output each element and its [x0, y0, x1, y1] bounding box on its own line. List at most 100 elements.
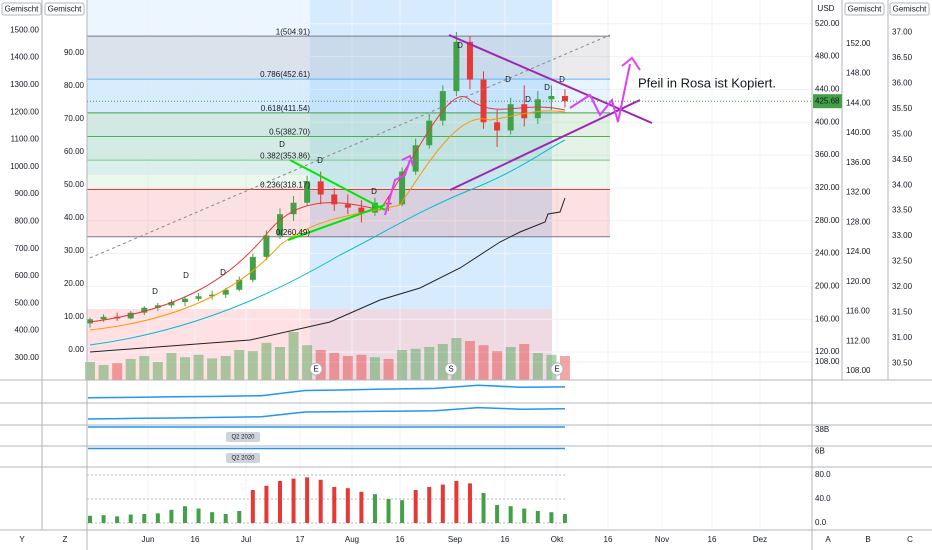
fib-zone — [87, 136, 610, 161]
y-tick-label: 280.00 — [815, 216, 840, 225]
indicator-bar — [196, 508, 201, 523]
volume-bar — [559, 356, 570, 380]
y-tick-label: 70.00 — [64, 114, 85, 123]
trend-purple — [448, 34, 653, 124]
candle-body — [507, 104, 514, 131]
indicator-bar — [413, 489, 418, 523]
volume-bar — [519, 344, 530, 380]
scale-tag: Gemischt — [893, 5, 928, 14]
candle-body — [466, 41, 473, 80]
y-tick-label: 34.00 — [892, 180, 913, 189]
y-tick-label: 60.00 — [64, 147, 85, 156]
y-tick-label: 360.00 — [815, 150, 840, 159]
y-tick-label: 80.0 — [815, 470, 831, 479]
y-tick-label: 20.00 — [64, 279, 85, 288]
indicator-bar — [250, 489, 255, 523]
fib-label: 0(260.49) — [276, 228, 311, 237]
indicator-bar — [522, 508, 527, 523]
candle-body — [453, 41, 460, 92]
volume-bar — [207, 358, 218, 380]
event-marker — [444, 362, 458, 376]
y-tick-label: 36.50 — [892, 53, 913, 62]
candle-body — [304, 181, 311, 203]
y-tick-label: 500.00 — [15, 298, 40, 307]
indicator-bar — [182, 506, 187, 523]
fib-label: 0.382(353.86) — [260, 151, 310, 160]
indicator-bar — [237, 510, 242, 523]
indicator-bar — [467, 483, 472, 523]
x-tick-label: Sep — [448, 535, 463, 544]
volume-bar — [288, 332, 299, 380]
indicator-bar — [332, 486, 337, 523]
fib-zone — [87, 36, 610, 80]
x-tick-label: Jun — [142, 535, 155, 544]
indicator-bar — [508, 506, 513, 523]
candle-body — [236, 279, 243, 290]
step-line — [89, 197, 566, 353]
y-tick-label: 10.00 — [64, 312, 85, 321]
y-tick-label: 140.00 — [846, 128, 871, 137]
candle-body — [263, 235, 270, 257]
y-tick-label: 240.00 — [815, 249, 840, 258]
y-tick-label: 160.00 — [815, 314, 840, 323]
x-tick-label: Jul — [241, 535, 251, 544]
volume-bar — [98, 365, 109, 380]
y-tick-label: 33.00 — [892, 231, 913, 240]
indicator-bar — [386, 498, 391, 523]
fib-zone — [87, 160, 610, 190]
y-tick-label: 33.50 — [892, 206, 913, 215]
y-tick-label: 520.00 — [815, 19, 840, 28]
indicator-bar — [264, 485, 269, 523]
fib-label: 0.786(452.61) — [260, 70, 310, 79]
y-tick-label: 120.00 — [815, 347, 840, 356]
y-tick-label: 300.00 — [15, 353, 40, 362]
y-tick-label: 120.00 — [846, 277, 871, 286]
trend-green — [289, 159, 386, 211]
panel-line — [87, 384, 566, 399]
candle-body — [494, 122, 501, 131]
candle-body — [358, 207, 365, 213]
indicator-bar — [305, 477, 310, 523]
drawings — [89, 34, 653, 353]
volume-bar — [112, 363, 123, 380]
y-tick-label: 600.00 — [15, 271, 40, 280]
toolbar-letter: Y — [19, 535, 25, 544]
scale-tag: Gemischt — [5, 5, 40, 14]
candle-body — [222, 289, 229, 295]
y-tick-label: 31.00 — [892, 333, 913, 342]
y-tick-label: 40.0 — [815, 494, 831, 503]
indicator-bar — [549, 512, 554, 523]
y-tick-label: 480.00 — [815, 52, 840, 61]
y-tick-label: 90.00 — [64, 48, 85, 57]
indicator-bar — [115, 516, 120, 523]
candle-body — [412, 145, 419, 172]
y-tick-label: 700.00 — [15, 244, 40, 253]
x-tick-label: 16 — [396, 535, 405, 544]
candle-body — [127, 312, 134, 319]
candle-body — [548, 96, 555, 100]
indicator-bar — [169, 509, 174, 523]
indicator-bar — [291, 478, 296, 523]
candle-body — [399, 171, 406, 205]
candle-body — [276, 214, 283, 236]
candle-body — [168, 302, 175, 306]
x-tick-label: 16 — [604, 535, 613, 544]
volume-bar — [383, 359, 394, 380]
y-tick-label: 80.00 — [64, 81, 85, 90]
scale-tag-box — [844, 2, 885, 16]
dividend-marker: D — [279, 140, 285, 149]
y-tick-label: 116.00 — [846, 307, 870, 316]
x-tick-label: Aug — [345, 535, 359, 544]
x-tick-label: 16 — [501, 535, 510, 544]
y-tick-label: 152.00 — [846, 39, 871, 48]
candle-body — [290, 202, 297, 215]
x-tick-label: Nov — [655, 535, 669, 544]
y-tick-label: 124.00 — [846, 247, 871, 256]
indicator-bar — [359, 491, 364, 523]
candle-body — [154, 305, 161, 308]
dividend-marker: D — [505, 75, 511, 84]
volume-bar — [451, 338, 462, 380]
indicator-bar — [481, 492, 486, 523]
indicator-bar — [88, 515, 92, 523]
